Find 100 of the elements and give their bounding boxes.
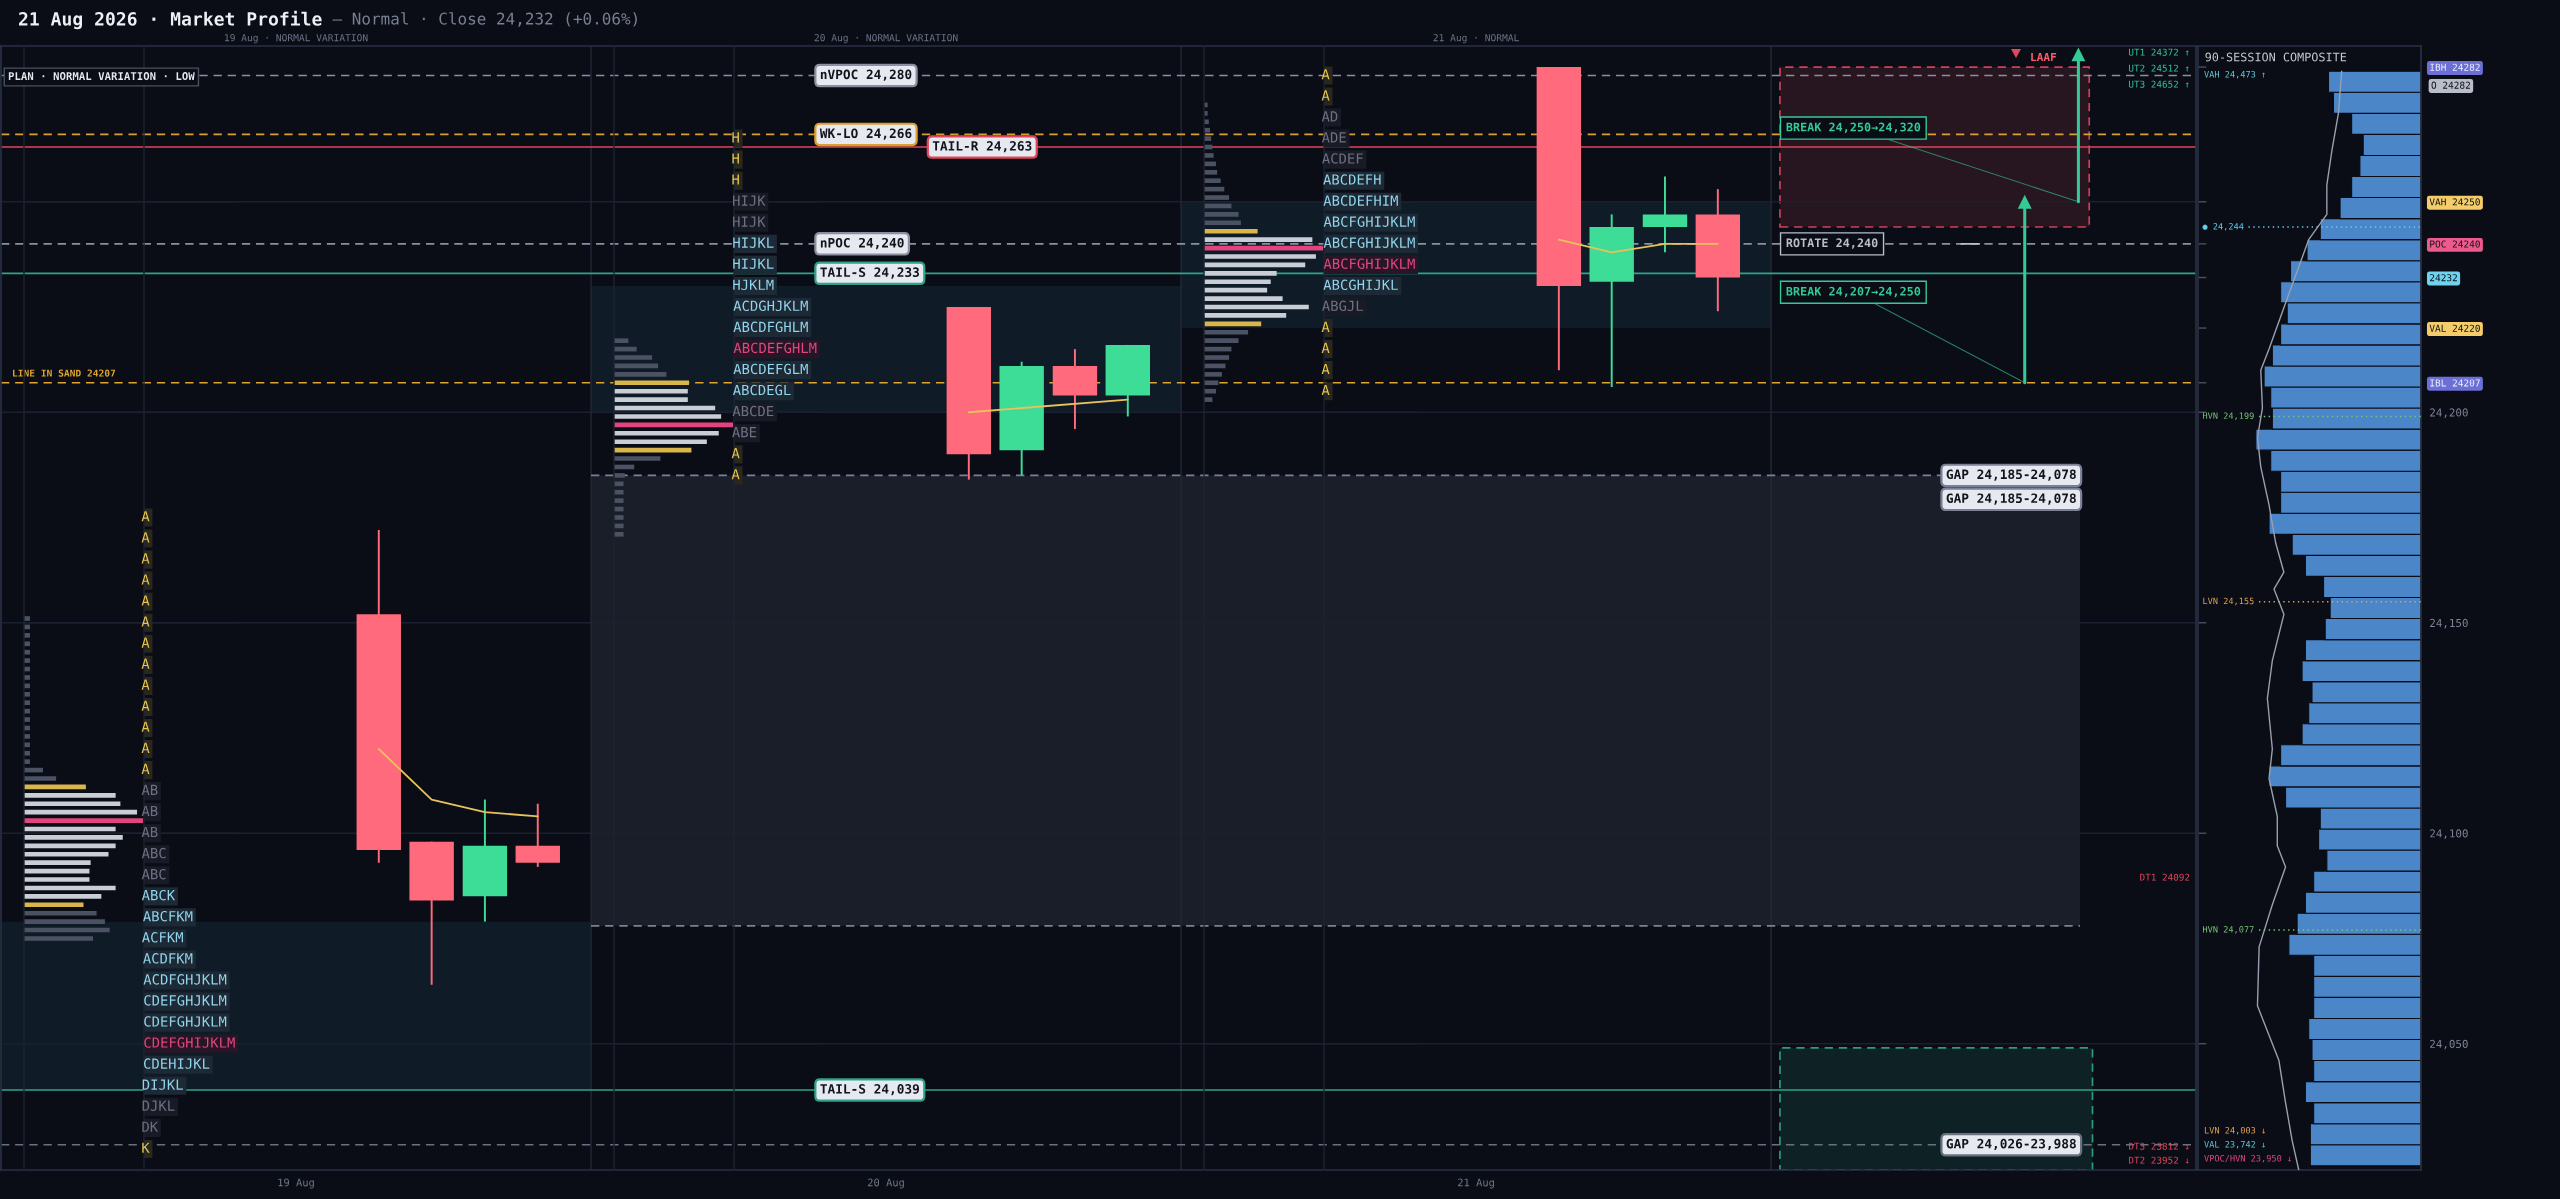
bar	[24, 910, 97, 916]
annotation: ACDFKM	[143, 953, 193, 964]
annotation: AD	[1321, 111, 1338, 122]
annotation: ABCFGHIJKLM	[1323, 258, 1415, 269]
ref-line-label: TAIL-S 24,039	[820, 1084, 920, 1096]
annotation: ACFKM	[142, 932, 183, 943]
annotation: HIJKL	[733, 258, 774, 269]
annotation: K	[142, 1142, 150, 1153]
y-tick-label: POC 24240	[2430, 240, 2480, 248]
bar	[614, 498, 624, 503]
band-label: GAP 24,185-24,078	[1946, 469, 2076, 481]
annotation: A	[141, 637, 150, 648]
y-tick-label: 24,150	[2430, 618, 2468, 629]
bar	[1204, 279, 1271, 285]
bar	[614, 414, 722, 419]
bar	[24, 860, 91, 865]
y-tick-label: 24232	[2430, 274, 2457, 282]
x2-tick-label: 21 Aug · NORMAL	[1433, 34, 1519, 44]
annotation: A	[141, 658, 150, 669]
x-tick-label: 20 Aug	[868, 1178, 904, 1189]
bar	[1204, 237, 1313, 242]
annotation: A	[1321, 321, 1330, 332]
annotation: A	[141, 574, 150, 585]
annotation: DT1 24092	[2140, 873, 2190, 881]
bar	[614, 489, 624, 495]
annotation: A	[141, 511, 150, 522]
bar	[1204, 119, 1209, 125]
annotation: VPOC/HVN 23,950 ↓	[2204, 1155, 2291, 1163]
annotation: A	[141, 742, 150, 753]
bar	[1204, 220, 1241, 226]
annotation: A	[1321, 69, 1330, 80]
bar	[614, 355, 653, 360]
y-tick-label: IBH 24282	[2430, 63, 2480, 71]
y-tick-label: 24,050	[2430, 1039, 2468, 1050]
annotation: VAH 24,473 ↑	[2204, 71, 2266, 79]
annotation: ABC	[141, 847, 166, 859]
annotation: ACDFGHJKLM	[143, 974, 227, 985]
bar	[24, 818, 143, 823]
bar	[1204, 254, 1316, 259]
annotation: LINE IN SAND 24207	[13, 369, 116, 377]
bar	[614, 515, 624, 520]
annotation: CDEFGHJKLM	[144, 1016, 227, 1027]
annotation: ABCDEFGHLM	[733, 342, 817, 354]
ref-line-label: TAIL-S 24,233	[820, 267, 919, 279]
annotation: ABCDEFGLM	[733, 363, 808, 375]
bar	[1204, 313, 1287, 318]
annotation: A	[141, 721, 150, 732]
annotation: UT1 24372 ↑	[2129, 48, 2189, 56]
annotation: A	[141, 616, 150, 627]
bar	[1204, 296, 1283, 301]
annotation: A	[141, 700, 150, 711]
bar	[614, 397, 688, 402]
y-tick-label: VAH 24250	[2429, 198, 2480, 206]
annotation: ABE	[732, 427, 757, 438]
annotation: ABCK	[141, 889, 176, 901]
bar	[1324, 87, 1333, 106]
annotation: A	[731, 448, 740, 459]
bar	[24, 919, 105, 924]
bar	[24, 776, 57, 781]
annotation: DK	[142, 1121, 159, 1132]
bar	[614, 388, 688, 394]
bar	[1204, 212, 1239, 217]
annotation: PLAN · NORMAL VARIATION · LOW	[8, 72, 195, 81]
bar	[24, 894, 102, 899]
annotation: GAP 24,026-23,988	[1946, 1138, 2076, 1151]
chart-title: 90-SESSION COMPOSITE	[2205, 52, 2347, 62]
annotation: DIJKL	[142, 1079, 183, 1090]
bar	[1204, 195, 1230, 200]
annotation: A	[1321, 342, 1330, 353]
y-tick-label: VAL 24220	[2429, 324, 2480, 332]
annotation: ABCFGHIJKLM	[1323, 216, 1415, 227]
ref-line-label: HVN 24,077	[2203, 926, 2254, 934]
bar	[24, 936, 94, 941]
annotation: VAL 23,742 ↓	[2204, 1141, 2266, 1149]
bar	[614, 456, 661, 461]
annotation: AB	[141, 805, 158, 817]
annotation: ABCFGHIJKLM	[1323, 237, 1415, 248]
annotation: CDEFGHJKLM	[144, 995, 227, 1006]
bar	[1324, 66, 1333, 85]
annotation: ABCGHIJKL	[1323, 279, 1398, 291]
x2-tick-label: 20 Aug · NORMAL VARIATION	[814, 34, 958, 44]
bar	[1204, 380, 1219, 386]
bar	[1204, 388, 1216, 394]
bar	[614, 439, 707, 445]
text: ROTATE 24,240	[1786, 238, 1878, 249]
bar	[1204, 372, 1222, 377]
annotation: ABC	[141, 868, 166, 880]
annotation: A	[1321, 363, 1330, 375]
annotation: ABCDFGHLM	[733, 321, 808, 333]
annotation: CDEFGHIJKLM	[144, 1037, 235, 1048]
bar	[1204, 338, 1239, 343]
annotation: A	[1321, 90, 1330, 101]
bar	[614, 532, 624, 537]
annotation: DT3 23812 ↓	[2129, 1142, 2189, 1150]
text: BREAK 24,250→24,320	[1786, 122, 1921, 133]
bar	[1204, 355, 1230, 360]
bar	[1204, 397, 1213, 402]
annotation: ABCFKM	[143, 910, 193, 922]
annotation: GAP 24,185-24,078	[1946, 493, 2076, 505]
annotation: ABCDE	[732, 405, 774, 417]
